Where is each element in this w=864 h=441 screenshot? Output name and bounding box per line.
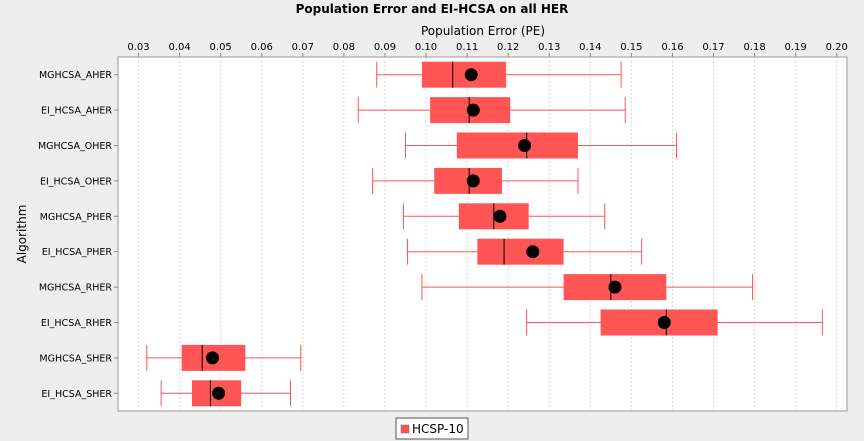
x-tick-label: 0.06: [251, 42, 273, 53]
mean-marker: [466, 103, 480, 117]
box-item: [402, 203, 606, 230]
x-tick-label: 0.13: [538, 42, 560, 53]
mean-marker: [464, 68, 478, 82]
x-axis-label: Population Error (PE): [421, 24, 545, 38]
category-label: EI_HCSA_SHER: [41, 389, 112, 400]
x-axis-ticks: 0.03 0.04 0.05 0.06 0.07 0.08 0.09 0.10 0.11 0.12…: [127, 42, 848, 57]
iqr-box: [477, 238, 564, 265]
mean-marker: [657, 316, 671, 329]
x-tick-label: 0.11: [456, 42, 478, 53]
mean-marker: [212, 386, 226, 400]
mean-marker: [526, 245, 540, 259]
x-tick-label: 0.17: [702, 42, 724, 53]
category-label: MGHCSA_OHER: [38, 141, 112, 152]
x-tick-label: 0.03: [127, 42, 149, 53]
category-labels: MGHCSA_AHER EI_HCSA_AHER MGHCSA_OHER EI_HCS…: [38, 70, 118, 400]
mean-marker: [608, 280, 622, 294]
x-tick-label: 0.16: [661, 42, 683, 53]
category-label: EI_HCSA_AHER: [41, 106, 112, 117]
x-tick-label: 0.07: [292, 42, 314, 53]
box-series: [146, 61, 823, 407]
legend-label: HCSP-10: [412, 422, 464, 436]
y-axis-label: Algorithm: [15, 205, 29, 264]
box-item: [357, 97, 626, 124]
category-label: MGHCSA_RHER: [39, 283, 113, 294]
x-tick-label: 0.15: [620, 42, 642, 53]
x-tick-label: 0.10: [415, 42, 437, 53]
mean-marker: [466, 174, 480, 188]
box-item: [404, 132, 678, 159]
mean-marker: [493, 209, 507, 223]
x-tick-label: 0.18: [743, 42, 765, 53]
box-item: [146, 344, 302, 371]
x-tick-label: 0.05: [210, 42, 232, 53]
x-tick-label: 0.20: [826, 42, 848, 53]
category-label: EI_HCSA_OHER: [40, 176, 112, 187]
box-item: [160, 380, 291, 407]
box-item: [421, 274, 754, 301]
iqr-box: [421, 61, 507, 88]
x-tick-label: 0.04: [168, 42, 190, 53]
category-label: MGHCSA_AHER: [39, 70, 112, 81]
x-tick-label: 0.12: [497, 42, 519, 53]
x-tick-label: 0.09: [374, 42, 396, 53]
x-tick-label: 0.19: [785, 42, 807, 53]
legend[interactable]: HCSP-10: [395, 417, 469, 440]
box-item: [407, 238, 643, 265]
chart-title: Population Error and EI-HCSA on all HER: [296, 2, 569, 16]
legend-swatch: [400, 424, 410, 434]
category-label: EI_HCSA_PHER: [42, 247, 113, 258]
iqr-box: [456, 132, 578, 159]
x-tick-label: 0.14: [579, 42, 601, 53]
mean-marker: [205, 351, 219, 365]
category-label: EI_HCSA_RHER: [41, 318, 113, 329]
grid-lines: [138, 57, 838, 411]
category-label: MGHCSA_SHER: [39, 353, 112, 364]
box-item: [376, 61, 622, 88]
legend-frame: [395, 417, 469, 440]
mean-marker: [518, 139, 532, 152]
box-item: [372, 167, 579, 194]
category-label: MGHCSA_PHER: [40, 212, 113, 223]
x-tick-label: 0.08: [333, 42, 355, 53]
box-item: [526, 309, 823, 336]
